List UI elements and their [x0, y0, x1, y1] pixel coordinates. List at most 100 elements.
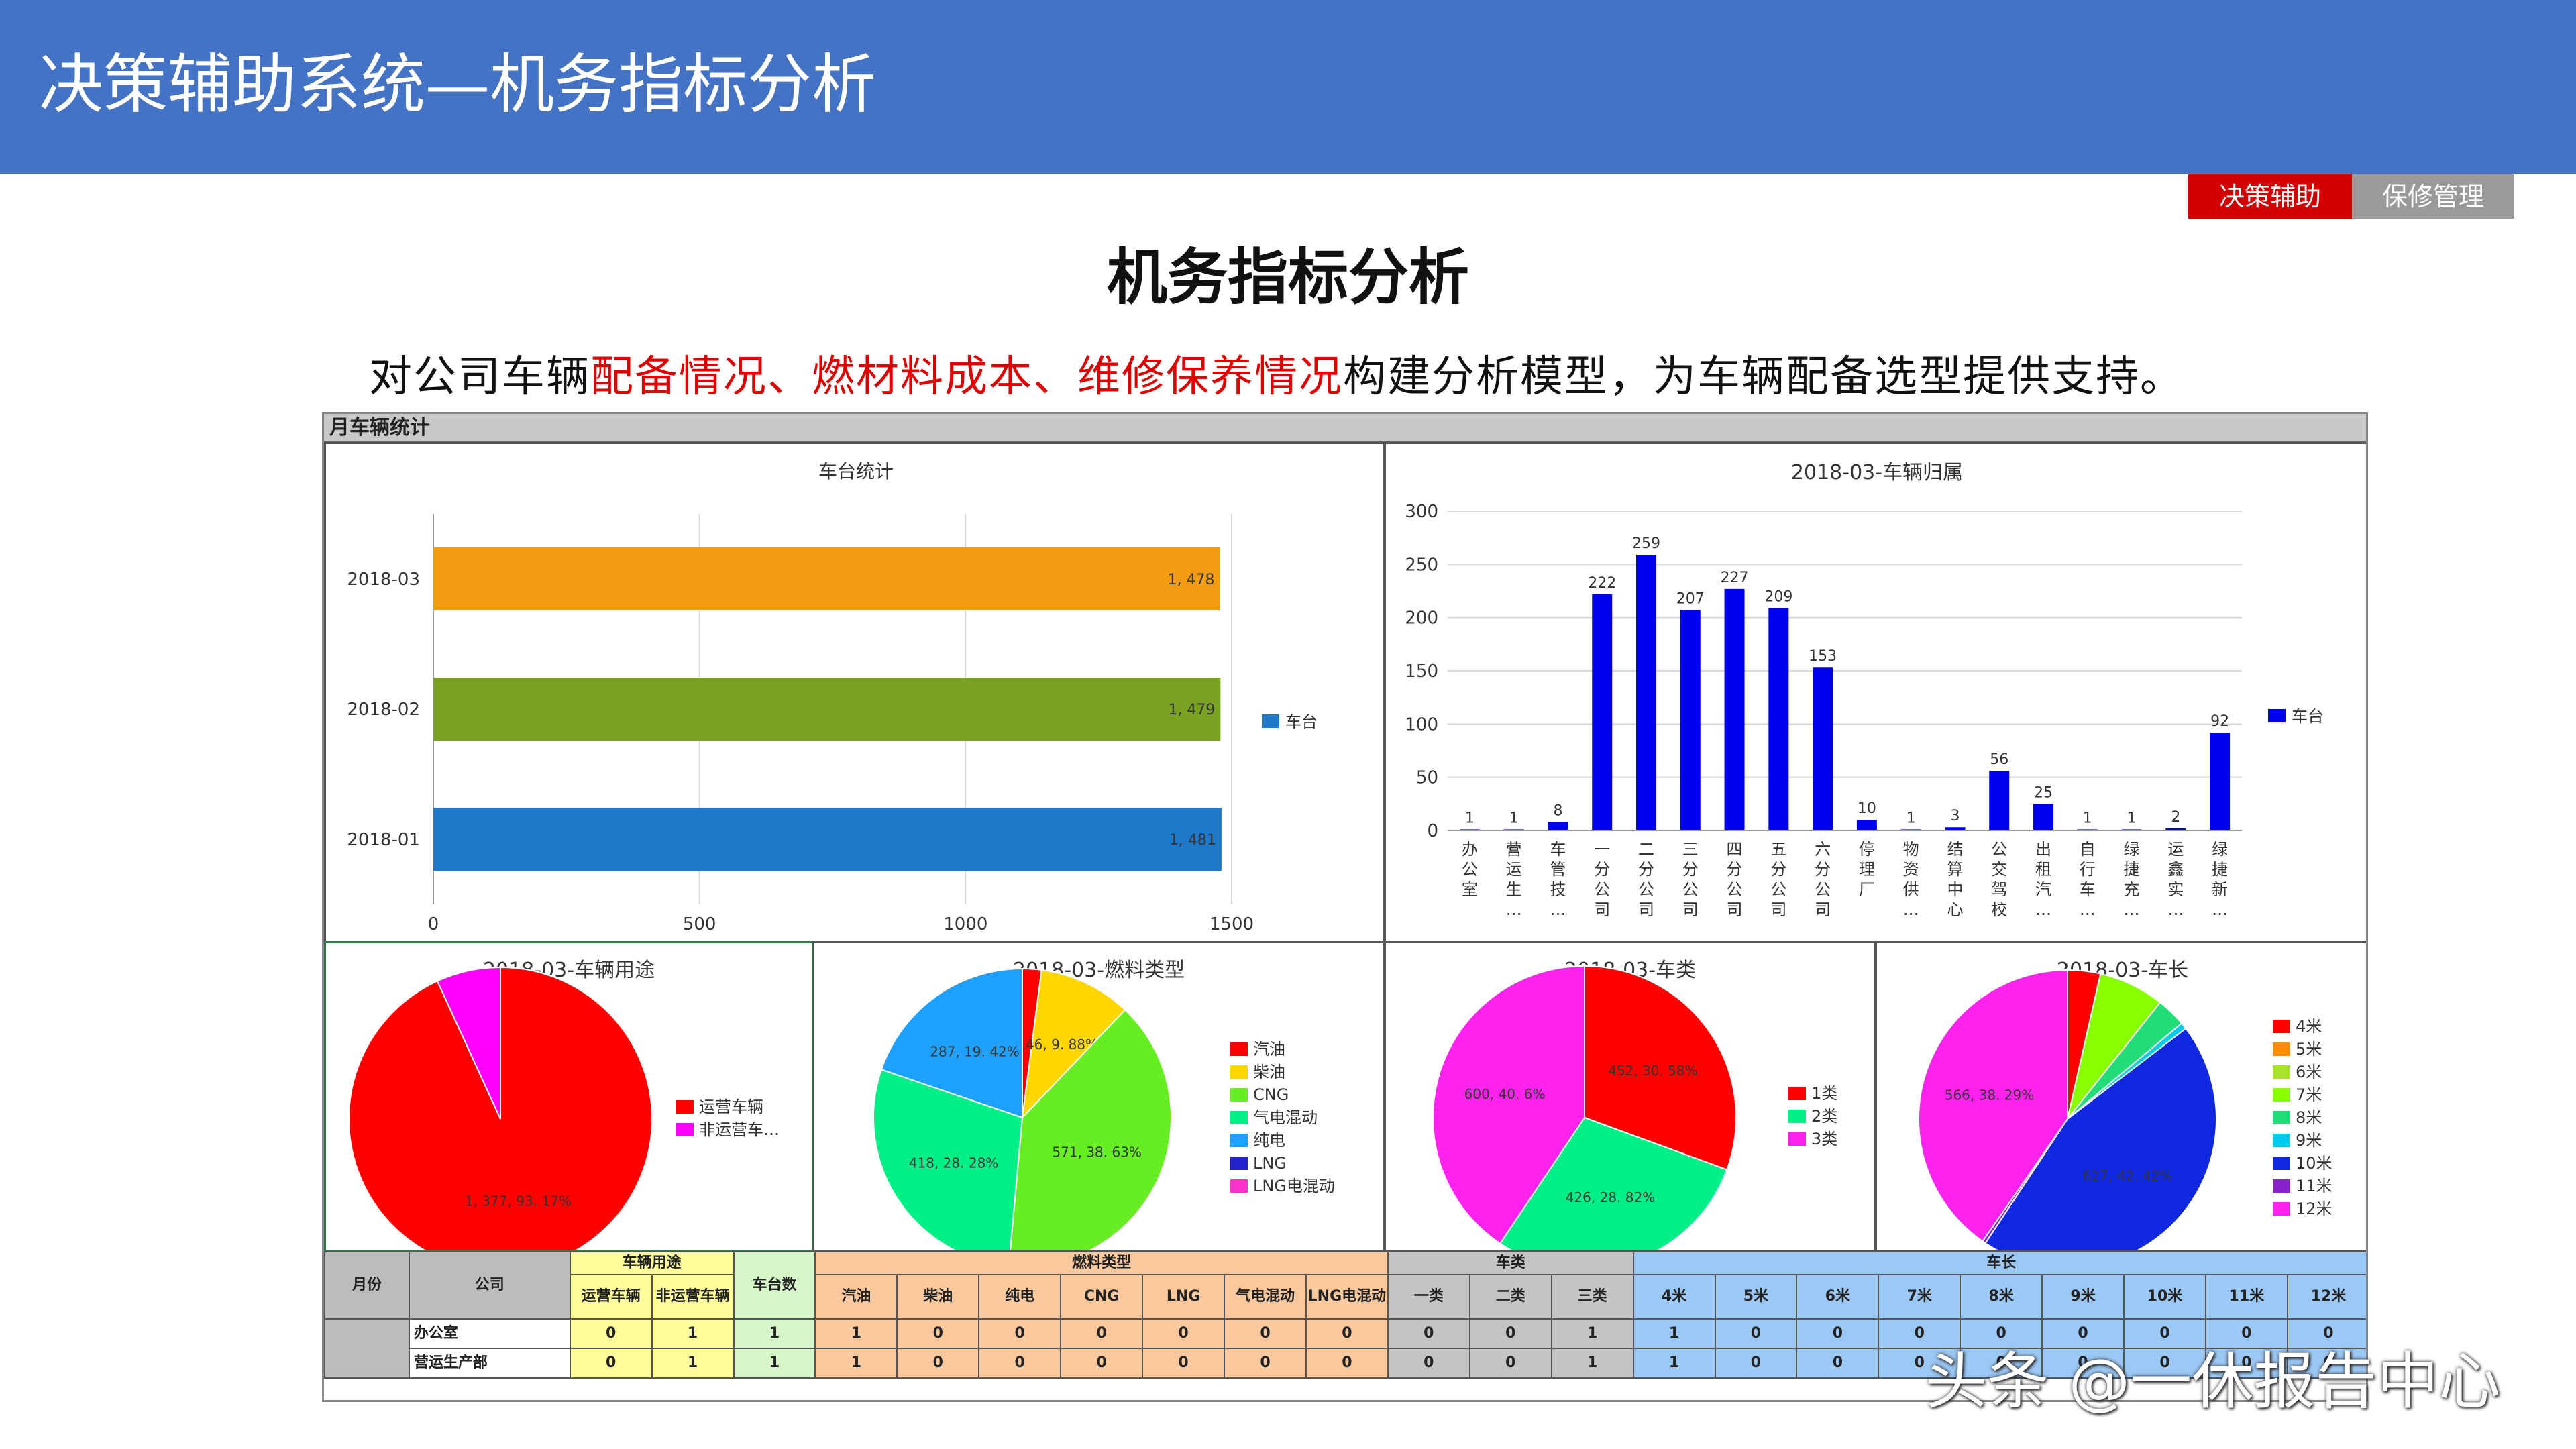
bar	[1945, 827, 1966, 830]
table-cell: 0	[978, 1348, 1062, 1379]
legend-swatch	[1230, 1088, 1248, 1102]
table-cell: 0	[2286, 1318, 2366, 1349]
legend-label: CNG	[1253, 1085, 1289, 1104]
tab-decision-support[interactable]: 决策辅助	[2188, 174, 2352, 219]
table-cell: 0	[2123, 1348, 2206, 1379]
bar	[1768, 608, 1789, 830]
header-bar: 决策辅助系统—机务指标分析	[0, 0, 2576, 174]
legend-label: 12米	[2296, 1199, 2332, 1218]
y-tick-label: 250	[1405, 555, 1438, 575]
legend-label: 车台	[1285, 712, 1318, 731]
data-label: 207	[1676, 591, 1705, 608]
table-cell: 0	[1796, 1348, 1880, 1379]
legend-swatch	[2273, 1020, 2290, 1033]
data-label: 56	[1990, 751, 2008, 768]
legend-label: 10米	[2296, 1154, 2332, 1173]
table-cell: 0	[1224, 1348, 1307, 1379]
data-label: 3	[1950, 808, 1960, 824]
y-tick-label: 2018-03	[347, 570, 420, 590]
data-label: 222	[1588, 575, 1616, 592]
table-cell: 0	[1387, 1318, 1470, 1349]
table-cell: 0	[896, 1348, 980, 1379]
legend-label: 9米	[2296, 1131, 2322, 1150]
data-label: 92	[2210, 713, 2229, 730]
table-cell: 0	[1060, 1348, 1144, 1379]
table-cell: 0	[1714, 1348, 1798, 1379]
legend-swatch	[676, 1100, 694, 1114]
x-tick-label: 绿捷充…	[2124, 840, 2140, 919]
table-cell: 1	[814, 1348, 898, 1379]
x-tick-label: 1500	[1210, 914, 1254, 934]
pie-slice	[2067, 973, 2161, 1120]
table-cell: 0	[1468, 1318, 1552, 1349]
legend-label: 纯电	[1253, 1131, 1285, 1150]
legend-label: 柴油	[1253, 1063, 1285, 1081]
y-tick-label: 50	[1416, 768, 1438, 788]
x-tick-label: 出租汽…	[2035, 840, 2051, 919]
table-cell: 0	[1960, 1318, 2043, 1349]
x-tick-label: 绿捷新…	[2212, 840, 2228, 919]
legend-swatch	[2273, 1111, 2290, 1124]
legend-label: 气电混动	[1253, 1108, 1318, 1127]
x-tick-label: 五分公司	[1770, 840, 1786, 919]
legend-swatch	[2273, 1042, 2290, 1056]
legend-label: 6米	[2296, 1063, 2322, 1081]
nav-tabs: 决策辅助 保修管理	[2188, 174, 2514, 219]
th-length: 12米	[2286, 1274, 2366, 1320]
tab-maintenance[interactable]: 保修管理	[2352, 174, 2514, 219]
table-cell: 0	[1060, 1318, 1144, 1349]
legend-swatch	[2273, 1179, 2290, 1193]
data-label: 1	[1465, 810, 1474, 826]
table-cell: 0	[1142, 1348, 1226, 1379]
bar	[1592, 594, 1613, 830]
table-cell: 0	[1878, 1318, 1962, 1349]
table-cell: 0	[1305, 1348, 1389, 1379]
y-tick-label: 2018-02	[347, 700, 420, 720]
chart-vehicle-ownership: 2018-03-车辆归属 0 50 100 150 200 250 300 1 办公室 1 营运生… 8…	[1384, 442, 2366, 943]
y-tick-label: 100	[1405, 714, 1438, 735]
table-cell: 0	[1142, 1318, 1226, 1349]
table-row: 营运生产部 0 1 1 1 0 0 0 0 0 0 0 0 1 1 0 0 0 0 0 0 0 0	[325, 1348, 2366, 1379]
data-label: 1, 481	[1169, 832, 1216, 849]
data-label: 8	[1553, 802, 1562, 819]
bar	[1636, 555, 1656, 830]
x-tick-label: 物资供…	[1903, 840, 1919, 919]
legend-swatch	[1230, 1042, 1248, 1056]
bar	[1724, 588, 1745, 830]
legend-swatch	[1788, 1087, 1806, 1100]
th-length: 11米	[2204, 1274, 2288, 1320]
bar	[2165, 828, 2186, 830]
table-cell: 0	[569, 1348, 653, 1379]
chart-vehicle-class: 2018-03-车类 452, 30. 58% 426, 28. 82% 600, 4…	[1384, 941, 1876, 1252]
th-fuel: 纯电	[978, 1274, 1062, 1320]
pie-slice	[873, 1069, 1024, 1250]
data-label: 25	[2034, 784, 2053, 801]
pie-slice	[880, 967, 1023, 1119]
table-cell: 0	[1878, 1348, 1962, 1379]
pie-slice	[1499, 1116, 1728, 1250]
th-usage-group: 车辆用途	[569, 1251, 735, 1275]
monthly-vehicle-panel: 月车辆统计 车台统计 0 500 1000 1500 2018-03 1, 478 2018-…	[322, 412, 2368, 1402]
table-cell: 1	[651, 1348, 735, 1379]
bar	[1680, 610, 1701, 830]
legend-label: 汽油	[1253, 1040, 1285, 1059]
th-class: 二类	[1468, 1274, 1552, 1320]
table-cell: 1	[1632, 1348, 1716, 1379]
x-tick-label: 营运生…	[1506, 840, 1522, 919]
panel-title: 月车辆统计	[324, 414, 2366, 442]
table-cell: 1	[814, 1318, 898, 1349]
data-label: 2	[2171, 809, 2180, 826]
table-cell: 1	[1550, 1348, 1634, 1379]
pie-slice	[1021, 969, 1126, 1120]
th-class: 三类	[1550, 1274, 1634, 1320]
chart-vehicle-usage: 2018-03-车辆用途 1, 377, 93. 17% 运营车辆 非运营车…	[324, 941, 814, 1252]
th-fuel: LNG	[1142, 1274, 1226, 1320]
th-usage: 运营车辆	[569, 1274, 653, 1320]
table-cell: 0	[2204, 1318, 2288, 1349]
cell-month	[324, 1318, 410, 1379]
pie-slice	[348, 966, 653, 1250]
th-fuel: LNG电混动	[1305, 1274, 1389, 1320]
table-cell: 0	[1960, 1348, 2043, 1379]
legend-swatch	[2273, 1134, 2290, 1147]
